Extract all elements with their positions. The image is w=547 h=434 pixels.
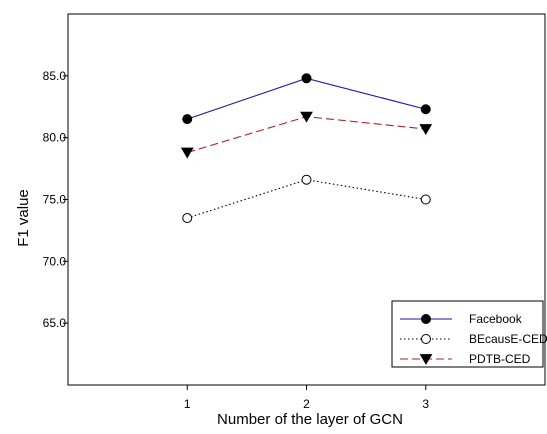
series-markers — [180, 73, 433, 224]
legend-box — [391, 300, 544, 368]
y-tick-label: 65.0 — [43, 316, 67, 330]
y-tick-label: 80.0 — [43, 131, 67, 145]
series-lines — [187, 77, 426, 219]
legend-label-0: Facebook — [469, 312, 523, 326]
legend-label-1: BEcausE-CED — [469, 332, 547, 346]
y-tick-label: 75.0 — [43, 193, 67, 207]
data-point-2-1 — [300, 111, 313, 123]
y-tick-label: 70.0 — [43, 254, 67, 268]
x-axis-title: Number of the layer of GCN — [217, 411, 403, 428]
legend-label-2: PDTB-CED — [469, 352, 531, 366]
data-point-1-1 — [301, 174, 312, 185]
legend-marker-2 — [419, 354, 433, 365]
legend-marker-1 — [421, 334, 431, 344]
data-point-0-1 — [301, 73, 312, 84]
y-tick-label: 85.0 — [43, 69, 67, 83]
legend: Facebook BEcausE-CED PDTB-CED — [391, 300, 547, 368]
ticks: 65.0 70.0 75.0 80.0 85.0 1 2 3 — [43, 69, 430, 411]
data-point-1-2 — [420, 194, 431, 205]
data-point-0-0 — [182, 114, 193, 125]
x-tick-label: 1 — [184, 397, 191, 411]
x-tick-label: 2 — [303, 397, 310, 411]
x-tick-label: 3 — [422, 397, 429, 411]
series-line-1 — [187, 179, 426, 219]
data-point-1-0 — [182, 213, 193, 224]
legend-marker-0 — [421, 314, 431, 324]
data-point-2-0 — [180, 147, 194, 159]
data-point-0-2 — [420, 104, 431, 115]
data-point-2-2 — [419, 124, 433, 135]
y-axis-title: F1 value — [15, 189, 32, 247]
